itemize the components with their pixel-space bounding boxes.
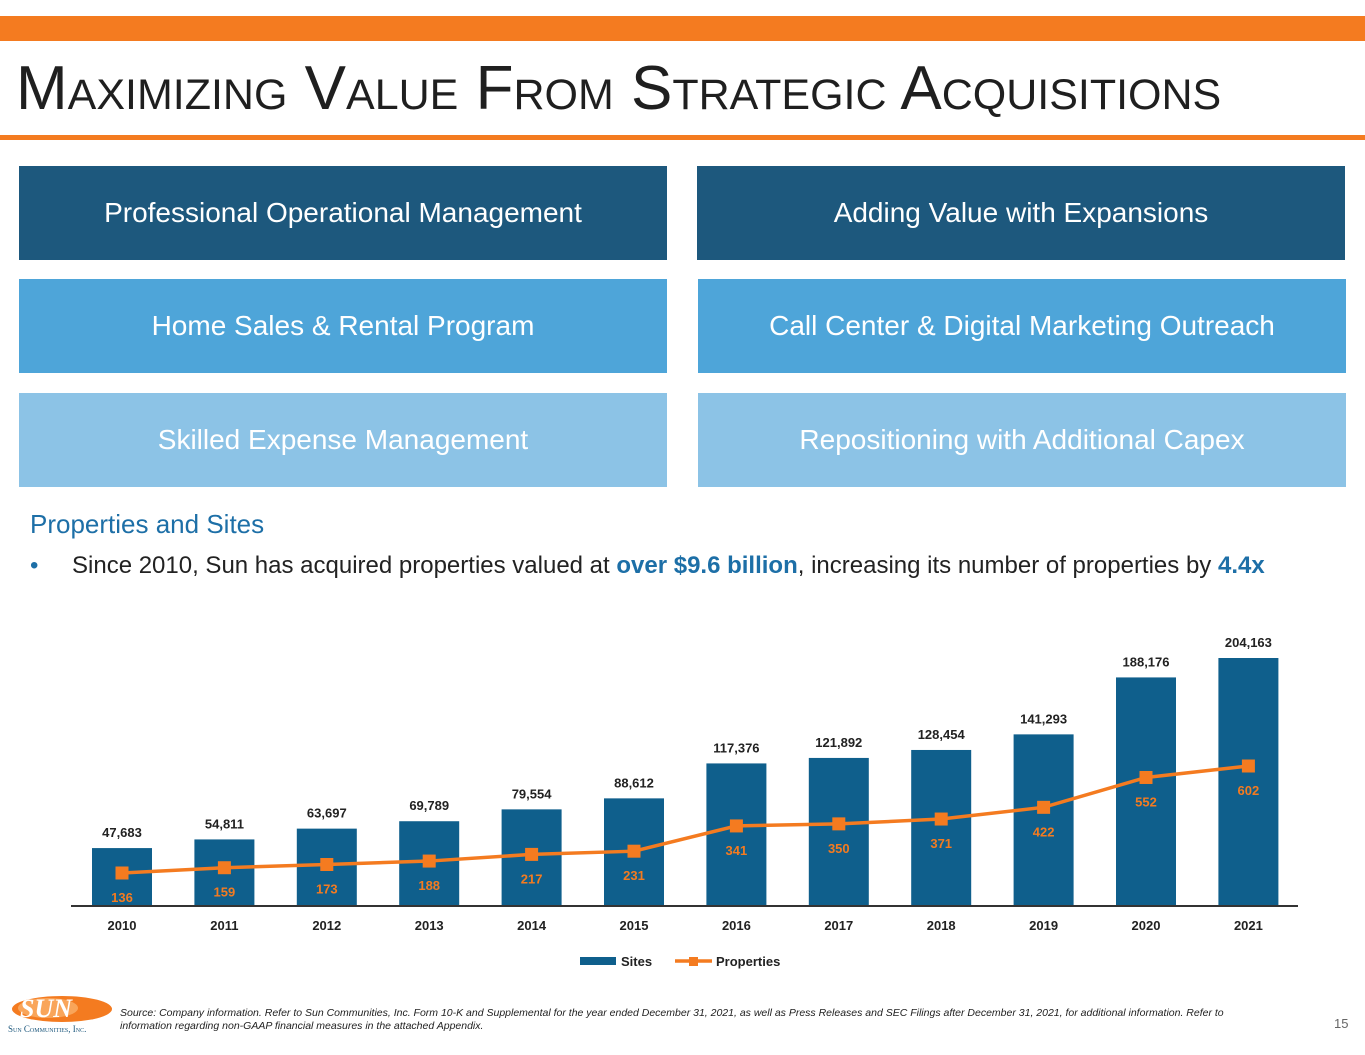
- x-tick-2020: 2020: [1132, 918, 1161, 933]
- bar-sites-2017: [808, 757, 869, 906]
- bar-sites-2016: [706, 763, 767, 906]
- logo-wordmark: SUN: [20, 994, 73, 1023]
- legend-swatch-properties-marker: [689, 957, 698, 966]
- properties-label-2011: 159: [214, 885, 236, 900]
- properties-label-2012: 173: [316, 882, 338, 897]
- bar-label-2012: 63,697: [307, 806, 347, 821]
- bar-label-2011: 54,811: [205, 816, 244, 831]
- properties-point-2020: [1139, 770, 1153, 784]
- box-label: Call Center & Digital Marketing Outreach: [769, 310, 1275, 341]
- box-adding-value-expansions: Adding Value with Expansions: [697, 166, 1345, 260]
- bullet-highlight-value: over $9.6 billion: [616, 552, 798, 579]
- properties-point-2011: [217, 861, 231, 875]
- bar-label-2021: 204,163: [1225, 635, 1272, 650]
- title-rule: [0, 135, 1365, 140]
- x-tick-2019: 2019: [1029, 918, 1058, 933]
- box-label: Adding Value with Expansions: [833, 197, 1209, 228]
- properties-label-2017: 350: [828, 841, 850, 856]
- properties-label-2010: 136: [111, 890, 133, 905]
- x-tick-2012: 2012: [312, 918, 341, 933]
- legend-label-properties: Properties: [716, 954, 780, 969]
- properties-label-2018: 371: [930, 836, 952, 851]
- properties-point-2010: [115, 866, 129, 880]
- properties-label-2020: 552: [1135, 794, 1157, 809]
- box-skilled-expense-management: Skilled Expense Management: [19, 393, 667, 487]
- box-label: Professional Operational Management: [104, 197, 582, 228]
- x-tick-2011: 2011: [210, 918, 238, 933]
- x-tick-2015: 2015: [620, 918, 649, 933]
- properties-label-2013: 188: [418, 878, 440, 893]
- bullet-highlight-multiplier: 4.4x: [1217, 552, 1265, 579]
- properties-point-2019: [1037, 800, 1051, 814]
- legend-label-sites: Sites: [621, 954, 652, 969]
- bar-sites-2021: [1218, 658, 1279, 906]
- box-professional-operational-management: Professional Operational Management: [19, 166, 667, 260]
- properties-point-2021: [1241, 759, 1255, 773]
- properties-label-2019: 422: [1033, 824, 1055, 839]
- box-label: Home Sales & Rental Program: [151, 310, 535, 341]
- top-accent-bar: [0, 16, 1365, 41]
- properties-series-line: [121, 764, 1249, 875]
- bar-label-2015: 88,612: [614, 775, 654, 790]
- company-logo: SUN Sun Communities, Inc.: [8, 994, 116, 1036]
- x-tick-2016: 2016: [722, 918, 751, 933]
- x-tick-2018: 2018: [927, 918, 956, 933]
- slide-title: Maximizing Value From Strategic Acquisit…: [16, 54, 1222, 123]
- bar-label-2020: 188,176: [1123, 654, 1170, 669]
- box-home-sales-rental: Home Sales & Rental Program: [19, 279, 667, 373]
- x-tick-2013: 2013: [415, 918, 444, 933]
- properties-point-2014: [525, 847, 539, 861]
- properties-point-2013: [422, 854, 436, 868]
- properties-label-2014: 217: [521, 871, 543, 886]
- bullet-dot: •: [30, 552, 39, 579]
- bullet-text-part1: Since 2010, Sun has acquired properties …: [72, 552, 617, 579]
- box-label: Skilled Expense Management: [157, 424, 529, 455]
- bar-label-2016: 117,376: [713, 740, 759, 755]
- bar-label-2017: 121,892: [815, 735, 862, 750]
- properties-point-2012: [320, 858, 334, 872]
- bullet-text: Since 2010, Sun has acquired properties …: [72, 547, 1337, 585]
- x-tick-2021: 2021: [1234, 918, 1263, 933]
- sites-properties-chart: 47,683 2010 54,811 2011 63,697 2012 69,789 2013…: [71, 635, 1298, 969]
- bar-label-2010: 47,683: [102, 825, 142, 840]
- box-repositioning-capex: Repositioning with Additional Capex: [698, 393, 1346, 487]
- legend-swatch-sites: [580, 957, 616, 965]
- logo-caption: Sun Communities, Inc.: [8, 1024, 87, 1034]
- x-tick-2010: 2010: [108, 918, 137, 933]
- properties-point-2015: [627, 844, 641, 858]
- bar-label-2018: 128,454: [918, 727, 966, 742]
- source-note: Source: Company information. Refer to Su…: [120, 1007, 1224, 1032]
- sun-logo-icon: [12, 996, 112, 1022]
- x-tick-2014: 2014: [517, 918, 547, 933]
- properties-label-2016: 341: [726, 843, 748, 858]
- bar-label-2019: 141,293: [1020, 711, 1067, 726]
- bar-sites-2019: [1013, 734, 1074, 906]
- bar-label-2013: 69,789: [409, 798, 449, 813]
- properties-point-2018: [934, 812, 948, 826]
- properties-label-2021: 602: [1238, 783, 1260, 798]
- box-call-center-digital-marketing: Call Center & Digital Marketing Outreach: [698, 279, 1346, 373]
- properties-label-2015: 231: [623, 868, 645, 883]
- bar-sites-2020: [1116, 677, 1176, 906]
- section-heading: Properties and Sites: [30, 509, 265, 539]
- bar-sites-2018: [911, 749, 972, 906]
- box-label: Repositioning with Additional Capex: [799, 424, 1245, 455]
- properties-point-2016: [729, 819, 743, 833]
- bar-label-2014: 79,554: [512, 786, 553, 801]
- bullet-text-part2: , increasing its number of properties by: [797, 552, 1218, 579]
- properties-point-2017: [832, 817, 846, 831]
- page-number: 15: [1334, 1016, 1349, 1031]
- x-tick-2017: 2017: [824, 918, 853, 933]
